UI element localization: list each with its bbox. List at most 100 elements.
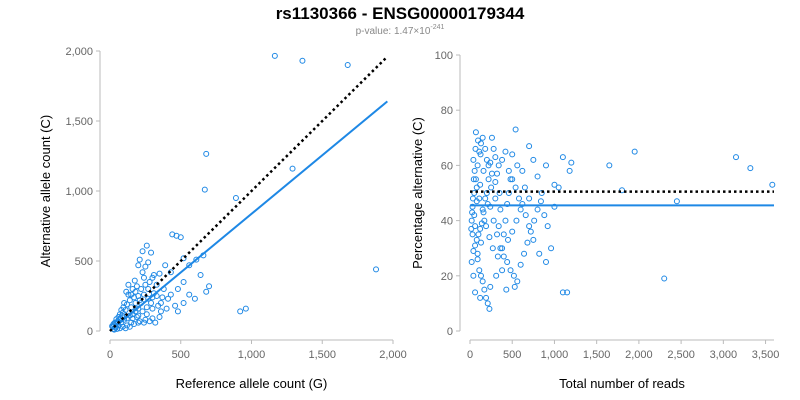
data-point — [469, 203, 476, 210]
data-point — [153, 281, 160, 288]
data-point — [472, 242, 479, 249]
data-point — [468, 225, 475, 232]
data-point — [631, 148, 638, 155]
data-point — [128, 291, 135, 298]
data-point — [123, 288, 130, 295]
data-point — [534, 206, 541, 213]
data-point — [512, 184, 519, 191]
data-point — [174, 286, 181, 292]
data-point — [165, 295, 172, 302]
data-point — [494, 170, 501, 177]
data-point — [476, 195, 483, 202]
data-point — [483, 294, 490, 301]
data-point — [471, 190, 478, 196]
data-point — [606, 162, 613, 169]
data-point — [490, 217, 497, 224]
data-point — [232, 195, 239, 201]
data-point — [469, 231, 476, 238]
data-point — [477, 225, 484, 232]
data-point — [551, 203, 558, 210]
data-point — [559, 154, 566, 161]
data-point — [499, 267, 506, 274]
data-point — [524, 239, 531, 246]
data-point — [125, 281, 132, 288]
x-tick-label: 500 — [172, 349, 190, 361]
x-axis-label: Total number of reads — [559, 376, 685, 391]
data-point — [473, 184, 480, 191]
data-point — [135, 312, 142, 319]
data-point — [131, 321, 138, 327]
data-point — [139, 248, 146, 255]
x-tick-label: 1,000 — [541, 349, 569, 361]
data-point — [490, 145, 497, 152]
data-point — [559, 289, 566, 296]
data-point — [271, 52, 278, 59]
data-point — [474, 256, 481, 263]
data-point — [203, 150, 210, 157]
data-point — [139, 308, 146, 315]
data-point — [493, 272, 500, 279]
data-point — [500, 253, 507, 260]
y-tick-label: 20 — [441, 271, 453, 283]
data-point — [477, 140, 484, 147]
data-point — [242, 305, 249, 312]
data-point — [477, 181, 484, 188]
data-point — [497, 245, 504, 252]
data-point — [146, 279, 153, 285]
data-point — [522, 212, 529, 219]
data-point — [156, 270, 163, 277]
data-point — [494, 231, 501, 238]
data-point — [507, 176, 514, 183]
data-point — [515, 195, 522, 202]
data-point — [143, 242, 150, 249]
data-point — [505, 167, 512, 174]
data-point — [180, 255, 187, 262]
data-point — [536, 250, 543, 257]
x-tick-label: 1,500 — [308, 349, 336, 361]
data-point — [514, 162, 521, 169]
data-point — [126, 323, 133, 330]
data-point — [126, 297, 133, 304]
data-point — [661, 275, 668, 282]
data-point — [537, 198, 544, 205]
data-point — [747, 165, 754, 172]
data-point — [472, 289, 479, 296]
data-point — [507, 267, 514, 274]
data-point — [526, 195, 533, 202]
data-point — [502, 148, 509, 155]
data-point — [484, 300, 491, 307]
data-point — [121, 316, 128, 323]
data-point — [483, 156, 490, 163]
data-point — [471, 167, 478, 174]
data-point — [472, 129, 479, 136]
data-point — [116, 325, 123, 332]
data-point — [142, 263, 149, 270]
data-point — [530, 156, 537, 163]
data-point — [530, 236, 537, 243]
data-point — [492, 178, 499, 185]
data-point — [479, 278, 486, 285]
data-point — [543, 162, 549, 169]
data-point — [475, 137, 482, 144]
data-point — [373, 266, 380, 273]
data-point — [480, 209, 487, 216]
data-point — [477, 151, 484, 158]
data-point — [527, 228, 534, 235]
fit-line — [109, 100, 388, 332]
data-point — [484, 201, 491, 208]
data-point — [512, 126, 519, 133]
data-point — [145, 295, 152, 302]
data-point — [500, 231, 507, 238]
data-point — [201, 186, 208, 193]
data-point — [116, 311, 123, 318]
data-point — [469, 195, 476, 202]
reference-line — [109, 55, 389, 332]
y-tick-label: 0 — [87, 326, 93, 338]
x-tick-label: 0 — [107, 349, 113, 361]
data-point — [517, 261, 524, 268]
data-point — [555, 184, 562, 191]
data-point — [548, 245, 555, 252]
data-point — [148, 300, 155, 306]
data-point — [186, 262, 193, 269]
data-point — [489, 245, 496, 252]
